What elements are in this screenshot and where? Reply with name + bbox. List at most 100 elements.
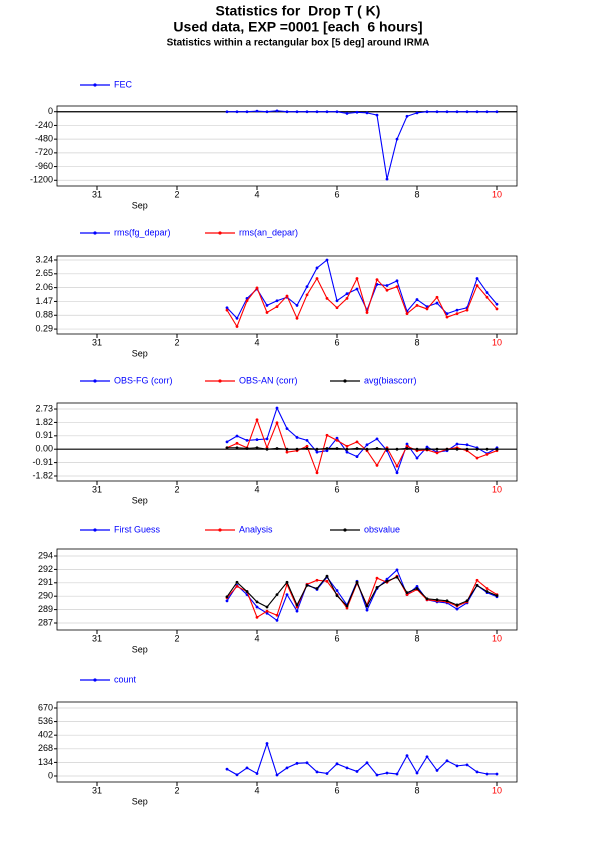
y-tick-label: -1.82 xyxy=(32,470,53,480)
data-point xyxy=(285,766,289,770)
legend-marker xyxy=(93,83,97,87)
data-point xyxy=(295,447,299,451)
y-tick-label: 1.47 xyxy=(35,296,53,306)
data-point xyxy=(305,444,309,448)
series-line xyxy=(226,575,498,608)
data-point xyxy=(495,307,499,311)
data-point xyxy=(475,277,479,280)
x-tick-label: 8 xyxy=(414,189,419,199)
data-point xyxy=(255,605,259,609)
data-point xyxy=(375,447,379,450)
title: Statistics for Drop T ( K) xyxy=(216,3,381,19)
data-point xyxy=(385,284,389,287)
data-point xyxy=(385,177,389,181)
x-tick-label: 4 xyxy=(254,484,259,494)
series-line xyxy=(227,447,497,450)
data-point xyxy=(405,447,409,450)
data-point xyxy=(325,296,329,300)
x-tick-label: 31 xyxy=(92,189,102,199)
x-tick-label: 31 xyxy=(92,337,102,347)
data-point xyxy=(435,295,439,299)
data-point xyxy=(405,312,409,316)
legend-label: FEC xyxy=(114,79,133,89)
data-point xyxy=(375,113,379,117)
legend-label: rms(fg_depar) xyxy=(114,227,171,237)
series-line xyxy=(226,259,498,320)
data-point xyxy=(345,450,349,454)
legend-label: count xyxy=(114,674,137,684)
series-line xyxy=(227,110,497,180)
legend-marker xyxy=(343,379,347,383)
data-point xyxy=(375,586,379,589)
data-point xyxy=(485,295,489,299)
data-point xyxy=(235,434,239,438)
y-tick-label: 294 xyxy=(38,550,53,560)
data-point xyxy=(485,110,489,114)
data-point xyxy=(355,770,359,773)
data-point xyxy=(365,111,369,115)
data-point xyxy=(285,580,289,584)
data-point xyxy=(485,452,489,456)
data-point xyxy=(405,442,409,446)
data-point xyxy=(285,110,289,114)
data-point xyxy=(245,110,249,114)
data-point xyxy=(465,308,469,312)
data-point xyxy=(305,583,309,587)
data-point xyxy=(495,110,499,114)
legend-label: Analysis xyxy=(239,524,273,534)
data-point xyxy=(295,110,299,114)
data-point xyxy=(295,436,299,439)
legend-marker xyxy=(218,231,222,235)
data-point xyxy=(295,605,299,609)
data-point xyxy=(415,447,419,451)
data-point xyxy=(315,471,319,475)
data-point xyxy=(225,306,229,310)
data-point xyxy=(495,302,499,306)
y-tick-label: 292 xyxy=(38,564,53,574)
data-point xyxy=(465,447,469,451)
y-tick-label: 0.91 xyxy=(35,430,53,440)
data-point xyxy=(295,603,299,607)
legend-label: obsvalue xyxy=(364,524,400,534)
data-point xyxy=(325,447,329,450)
y-tick-label: -0.91 xyxy=(32,457,53,467)
x-tick-label: 4 xyxy=(254,337,259,347)
data-point xyxy=(265,609,269,613)
data-point xyxy=(295,316,299,320)
x-tick-label: 6 xyxy=(334,484,339,494)
data-point xyxy=(345,296,349,300)
data-point xyxy=(415,298,419,301)
x-axis-label: Sep xyxy=(132,348,148,358)
data-point xyxy=(465,599,469,603)
data-point xyxy=(235,580,239,584)
subtitle: Used data, EXP =0001 [each 6 hours] xyxy=(173,19,422,35)
x-tick-label: 4 xyxy=(254,785,259,795)
data-point xyxy=(255,615,259,619)
legend-marker xyxy=(343,528,347,532)
data-point xyxy=(395,447,399,451)
y-tick-label: 289 xyxy=(38,604,53,614)
data-point xyxy=(315,266,319,270)
data-point xyxy=(425,445,429,449)
data-point xyxy=(445,315,449,319)
data-point xyxy=(265,611,269,615)
data-point xyxy=(375,576,379,580)
legend-label: rms(an_depar) xyxy=(239,227,298,237)
data-point xyxy=(325,433,329,437)
data-point xyxy=(455,447,459,451)
data-point xyxy=(335,762,339,766)
plot-frame xyxy=(56,701,518,783)
data-point xyxy=(235,441,239,445)
data-point xyxy=(375,437,379,441)
data-point xyxy=(295,304,299,307)
data-point xyxy=(305,293,309,297)
x-tick-label: 8 xyxy=(414,484,419,494)
data-point xyxy=(485,590,489,593)
data-point xyxy=(325,110,329,114)
data-point xyxy=(275,109,279,113)
plot-frame xyxy=(56,255,518,335)
data-point xyxy=(415,771,419,775)
data-point xyxy=(235,110,239,114)
x-tick-label: 2 xyxy=(174,189,179,199)
data-point xyxy=(415,304,419,307)
